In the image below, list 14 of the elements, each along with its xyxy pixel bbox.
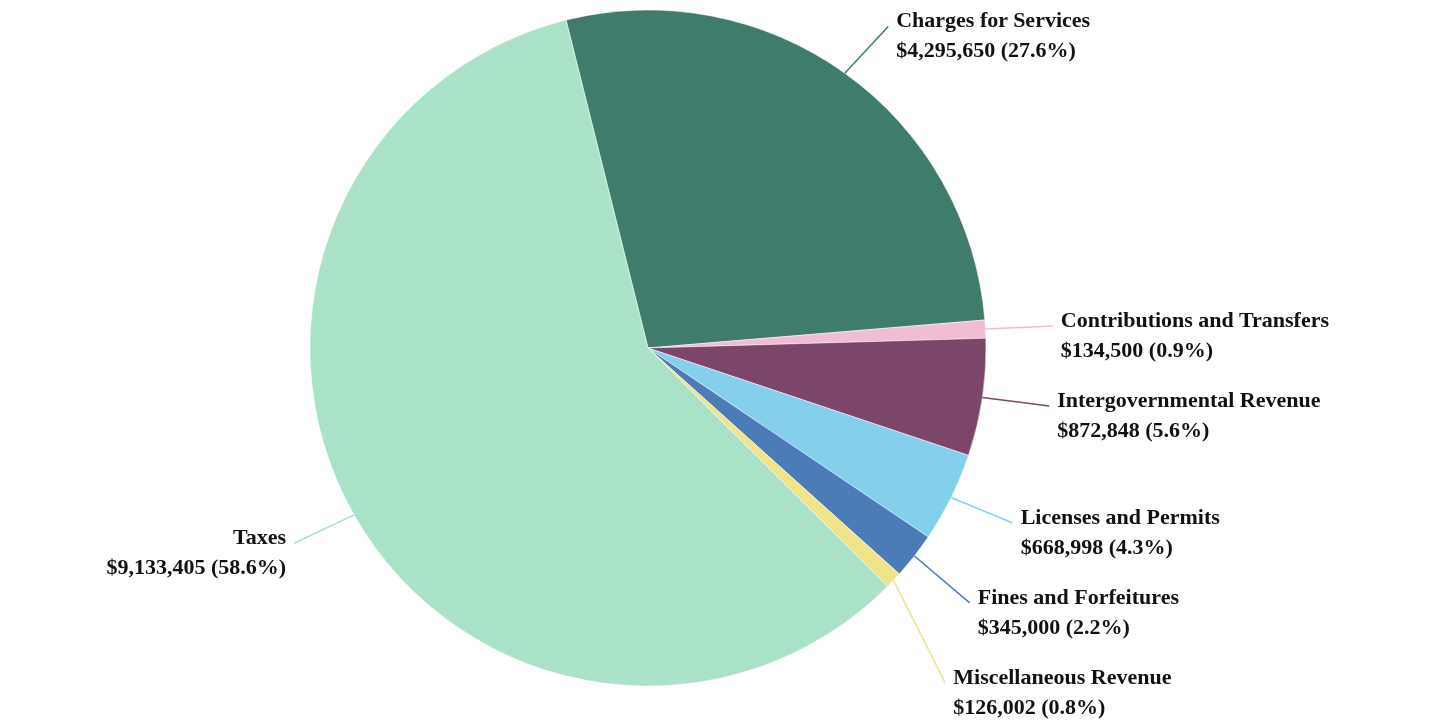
- slice-label: Miscellaneous Revenue: [953, 663, 1172, 689]
- slice-label: Contributions and Transfers: [1060, 306, 1330, 332]
- data-label: $4,295,650 (27.6%): [896, 37, 1076, 63]
- data-label: $126,002 (0.8%): [953, 693, 1106, 719]
- slice-label: Taxes: [233, 524, 287, 550]
- data-label: $345,000 (2.2%): [977, 613, 1130, 639]
- slice-label: Intergovernmental Revenue: [1057, 387, 1321, 413]
- slice-label: Charges for Services: [896, 7, 1091, 33]
- data-label: $9,133,405 (58.6%): [106, 554, 287, 580]
- data-label: $872,848 (5.6%): [1057, 417, 1210, 443]
- data-label: $668,998 (4.3%): [1020, 533, 1173, 559]
- slice-label: Licenses and Permits: [1020, 503, 1221, 529]
- data-label: $134,500 (0.9%): [1060, 336, 1213, 362]
- slice-label: Fines and Forfeitures: [977, 583, 1180, 609]
